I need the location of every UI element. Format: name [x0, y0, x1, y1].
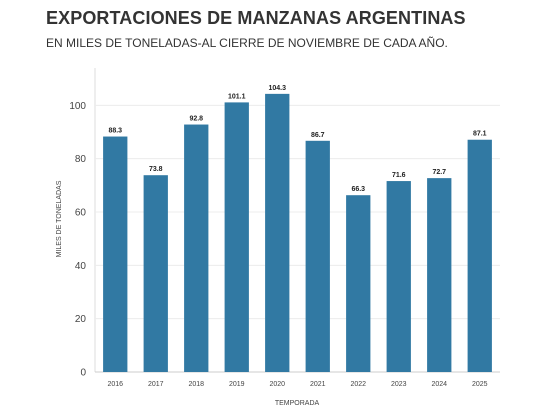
- bar-value-label: 66.3: [351, 186, 365, 193]
- x-axis-title: TEMPORADA: [275, 400, 320, 407]
- bar-value-label: 86.7: [311, 132, 325, 139]
- bar-value-label: 92.8: [189, 116, 203, 123]
- bars: [103, 93, 492, 373]
- bar: [103, 136, 128, 372]
- y-tick-label: 0: [80, 368, 86, 379]
- bar: [305, 140, 330, 372]
- y-tick-label: 80: [75, 154, 87, 165]
- value-labels: 88.3 73.8 92.8 101.1 104.3 86.7 66.3 71.6 72.7 87…: [108, 85, 486, 193]
- x-tick-label: 2017: [148, 381, 164, 388]
- x-tick-label: 2016: [107, 381, 123, 388]
- x-axis-ticks: 2016 2017 2018 2019 2020 2021 2022 2023 2024 2025: [107, 381, 487, 388]
- bar-value-label: 87.1: [473, 131, 487, 138]
- bar: [224, 102, 249, 373]
- x-tick-label: 2020: [269, 381, 285, 388]
- bar: [346, 195, 371, 372]
- bar-value-label: 101.1: [228, 93, 246, 100]
- x-tick-label: 2021: [310, 381, 326, 388]
- bar-value-label: 71.6: [392, 172, 406, 179]
- x-tick-label: 2023: [391, 381, 407, 388]
- x-tick-label: 2019: [229, 381, 245, 388]
- bar-value-label: 88.3: [108, 128, 122, 135]
- x-tick-label: 2024: [431, 381, 447, 388]
- y-tick-label: 100: [69, 101, 86, 112]
- y-tick-label: 20: [75, 314, 87, 325]
- bar: [467, 139, 492, 372]
- chart-title: EXPORTACIONES DE MANZANAS ARGENTINAS: [46, 8, 466, 28]
- y-axis-ticks: 0 20 40 60 80 100: [69, 101, 86, 379]
- bar: [427, 178, 452, 372]
- y-tick-label: 40: [75, 261, 87, 272]
- bar: [143, 175, 168, 372]
- x-tick-label: 2022: [350, 381, 366, 388]
- y-axis-title: MILES DE TONELADAS: [56, 180, 63, 257]
- x-tick-label: 2018: [188, 381, 204, 388]
- bar: [265, 93, 290, 372]
- bar-value-label: 73.8: [149, 166, 163, 173]
- x-tick-label: 2025: [472, 381, 488, 388]
- chart-subtitle: EN MILES DE TONELADAS-AL CIERRE DE NOVIE…: [46, 36, 448, 50]
- bar-value-label: 104.3: [268, 85, 286, 92]
- bar: [184, 124, 209, 373]
- bar: [386, 181, 411, 372]
- y-tick-label: 60: [75, 208, 87, 219]
- bar-value-label: 72.7: [432, 169, 446, 176]
